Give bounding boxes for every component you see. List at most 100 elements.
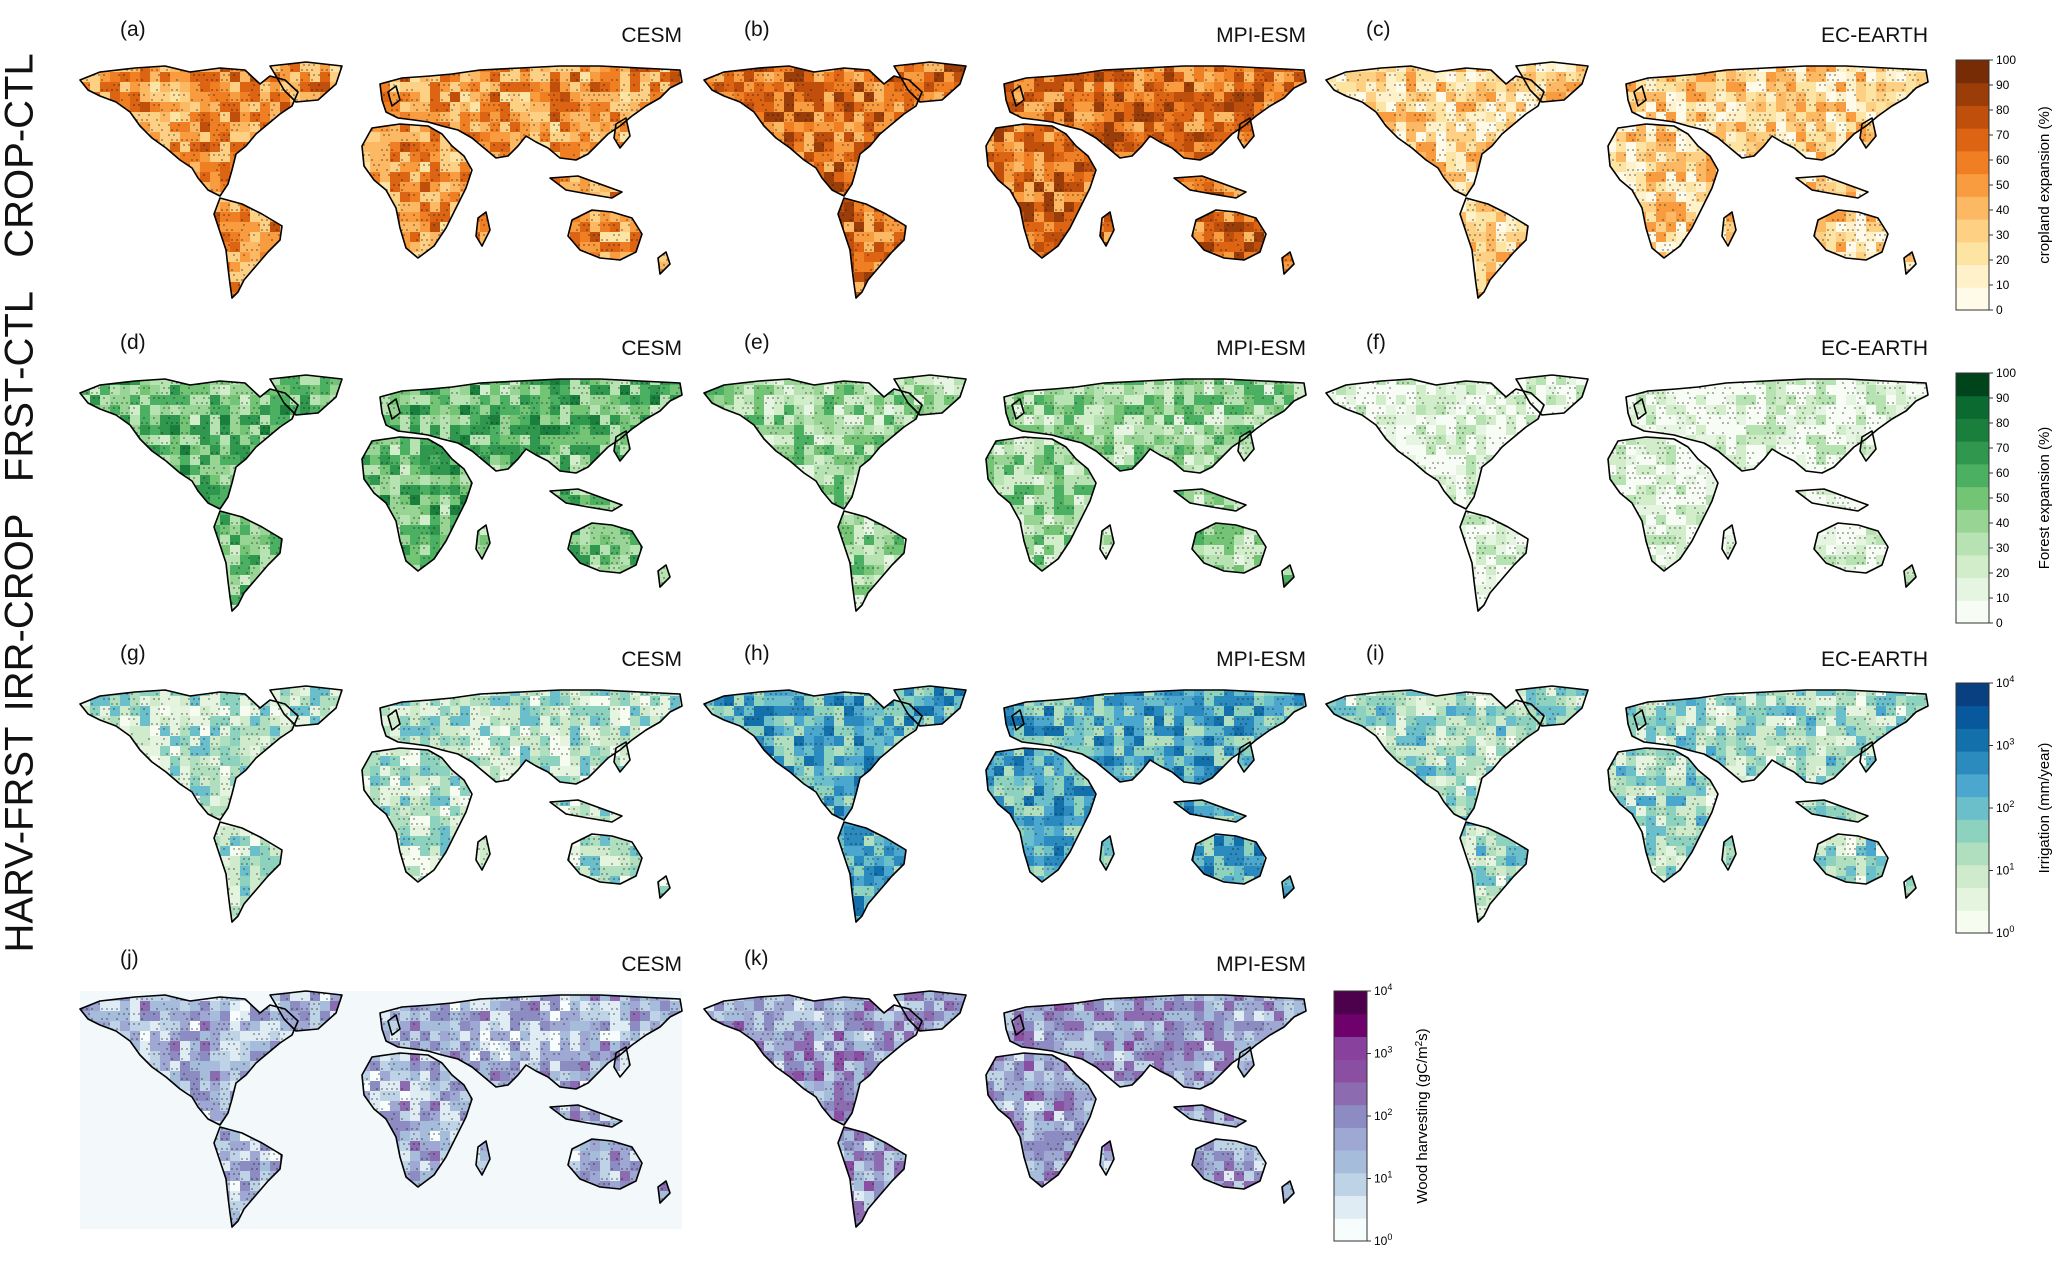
- coastline-madagascar: [475, 835, 491, 871]
- coastline-africa: [361, 123, 473, 259]
- colorbar-tick-label: 103: [1374, 1045, 1392, 1061]
- colorbar-tick-label: 104: [1374, 982, 1392, 998]
- colorbar-tick-label: 100: [1996, 366, 2016, 380]
- map-panel-g: (g) CESM: [79, 642, 683, 924]
- map-panel-d: (d) CESM: [79, 331, 683, 613]
- coastline-madagascar: [1099, 211, 1115, 247]
- coastline-eurasia: [379, 378, 683, 474]
- map-panel-b: (b) MPI-ESM: [703, 18, 1307, 300]
- map-svg: [703, 374, 1307, 613]
- coastline-indonesia: [1795, 175, 1869, 199]
- coastline-japan: [1859, 117, 1877, 149]
- coastline-britain: [387, 85, 401, 107]
- model-name: EC-EARTH: [1821, 337, 1928, 361]
- colorbar-swatch: [1956, 796, 1989, 820]
- coastline-eurasia: [1625, 65, 1929, 161]
- coastline-australia: [567, 209, 643, 261]
- colorbar-swatch: [1956, 842, 1989, 866]
- coastline-indonesia: [549, 799, 623, 823]
- colorbar-swatch: [1956, 463, 1989, 488]
- colorbar-tick-label: 80: [1996, 103, 2010, 117]
- coastline-madagascar: [475, 1140, 491, 1176]
- colorbar-tick-label: 60: [1996, 466, 2010, 480]
- colorbar-tick-label: 70: [1996, 128, 2010, 142]
- coastline-southAmerica: [837, 197, 907, 299]
- map-svg: [79, 685, 683, 924]
- colorbar-tick-label: 20: [1996, 253, 2010, 267]
- map-svg: [703, 61, 1307, 300]
- colorbar-swatch: [1956, 728, 1989, 752]
- colorbar-swatch: [1956, 105, 1989, 129]
- colorbar-title: cropland expansion (%): [2036, 106, 2053, 264]
- coastline-eurasia: [379, 994, 683, 1090]
- panel-letter: (g): [120, 642, 146, 666]
- coastline-britain: [1633, 398, 1647, 420]
- colorbar-swatch: [1334, 1172, 1367, 1197]
- coastline-japan: [613, 741, 631, 773]
- coastline-eurasia: [1003, 65, 1307, 161]
- coastline-newZealand: [1281, 251, 1295, 275]
- coastline-newZealand: [657, 564, 671, 588]
- map-svg: [703, 685, 1307, 924]
- coastline-southAmerica: [837, 821, 907, 923]
- coastline-japan: [613, 430, 631, 462]
- coastline-southAmerica: [837, 1126, 907, 1228]
- colorbar-swatch: [1956, 128, 1989, 152]
- coastline-southAmerica: [1459, 821, 1529, 923]
- coastline-madagascar: [1099, 835, 1115, 871]
- colorbar-swatch: [1956, 577, 1989, 601]
- coastline-australia: [567, 833, 643, 885]
- coastline-greenland: [269, 61, 343, 103]
- coastline-madagascar: [1721, 524, 1737, 560]
- row-label-frst-ctl: FRST-CTL: [0, 257, 43, 517]
- coastline-eurasia: [1625, 378, 1929, 474]
- coastline-northAmerica: [79, 689, 299, 821]
- colorbar-swatch: [1334, 1059, 1367, 1083]
- coastline-britain: [1011, 398, 1025, 420]
- coastline-greenland: [893, 990, 967, 1032]
- coastline-greenland: [269, 685, 343, 727]
- coastline-australia: [1813, 833, 1889, 885]
- map-panel-i: (i) EC-EARTH: [1325, 642, 1929, 924]
- model-name: CESM: [621, 953, 682, 977]
- colorbar-tick-label: 40: [1996, 516, 2010, 530]
- coastline-greenland: [893, 374, 967, 416]
- coastline-japan: [613, 1046, 631, 1078]
- coastline-indonesia: [1173, 799, 1247, 823]
- coastline-southAmerica: [213, 510, 283, 612]
- coastline-australia: [1813, 522, 1889, 574]
- colorbar-swatch: [1334, 1104, 1367, 1128]
- coastline-indonesia: [1795, 488, 1869, 512]
- colorbar-tick-label: 70: [1996, 441, 2010, 455]
- map-svg: [703, 990, 1307, 1229]
- coastline-northAmerica: [79, 65, 299, 197]
- coastline-africa: [1607, 123, 1719, 259]
- coastline-australia: [1813, 209, 1889, 261]
- coastline-indonesia: [1173, 1104, 1247, 1128]
- coastline-southAmerica: [837, 510, 907, 612]
- coastline-southAmerica: [1459, 197, 1529, 299]
- model-name: EC-EARTH: [1821, 648, 1928, 672]
- colorbar-swatch: [1956, 60, 1989, 84]
- coastline-japan: [613, 117, 631, 149]
- colorbar-title: Irrigation (mm/year): [2036, 743, 2053, 874]
- panel-letter: (i): [1366, 642, 1385, 666]
- coastline-australia: [567, 522, 643, 574]
- colorbar-svg: 0 10 20 30 40 50 60 70 80 90 100 cropland expansion…: [1955, 53, 2053, 317]
- coastline-newZealand: [657, 251, 671, 275]
- colorbar-swatch: [1956, 287, 1989, 311]
- coastline-newZealand: [1281, 875, 1295, 899]
- colorbar-swatch: [1956, 150, 1989, 175]
- colorbar-swatch: [1334, 1127, 1367, 1151]
- panel-letter: (b): [744, 18, 770, 42]
- coastline-africa: [1607, 747, 1719, 883]
- coastline-australia: [1191, 1138, 1267, 1190]
- coastline-newZealand: [1903, 251, 1917, 275]
- row-label-crop-ctl: CROP-CTL: [0, 26, 43, 286]
- coastline-japan: [1237, 1046, 1255, 1078]
- colorbar-swatch: [1334, 991, 1367, 1015]
- colorbar-swatch: [1956, 264, 1989, 288]
- panel-letter: (j): [120, 947, 139, 971]
- model-name: CESM: [621, 648, 682, 672]
- colorbar-svg: 0 10 20 30 40 50 60 70 80 90 100 Forest expansion (…: [1955, 366, 2053, 630]
